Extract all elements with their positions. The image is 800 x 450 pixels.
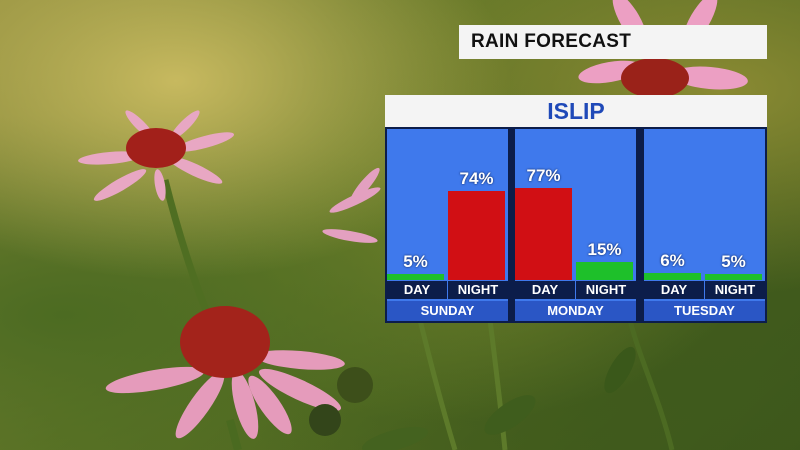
pct-sunday-night: 74% — [459, 169, 494, 188]
pct-monday-night: 15% — [587, 240, 622, 259]
period-label-sunday-night: NIGHT — [448, 281, 508, 299]
period-label-monday-day: DAY — [515, 281, 575, 299]
period-label-sunday-day: DAY — [387, 281, 447, 299]
pct-sunday-day: 5% — [403, 252, 428, 271]
day-panel-monday: 77% 15% DAY NIGHT MONDAY — [515, 129, 636, 321]
bar-monday-night — [576, 262, 633, 280]
period-label-tuesday-night: NIGHT — [705, 281, 765, 299]
bar-monday-day — [515, 188, 572, 280]
day-label-sunday: SUNDAY — [387, 301, 508, 321]
pct-tuesday-night: 5% — [721, 252, 746, 271]
day-panel-tuesday: 6% 5% DAY NIGHT TUESDAY — [644, 129, 765, 321]
day-label-monday: MONDAY — [515, 301, 636, 321]
location-title: ISLIP — [385, 95, 767, 127]
period-label-tuesday-day: DAY — [644, 281, 704, 299]
day-panel-sunday: 5% 74% DAY NIGHT SUNDAY — [387, 129, 508, 321]
bar-sunday-night — [448, 191, 505, 280]
day-label-tuesday: TUESDAY — [644, 301, 765, 321]
bar-sunday-day — [387, 274, 444, 280]
forecast-chart: 5% 74% DAY NIGHT SUNDAY 77% 15% DAY NIGH… — [385, 127, 767, 323]
bar-tuesday-night — [705, 274, 762, 280]
period-label-monday-night: NIGHT — [576, 281, 636, 299]
bar-tuesday-day — [644, 273, 701, 280]
rain-forecast-title: RAIN FORECAST — [459, 25, 767, 59]
pct-tuesday-day: 6% — [660, 251, 685, 270]
pct-monday-day: 77% — [526, 166, 561, 185]
